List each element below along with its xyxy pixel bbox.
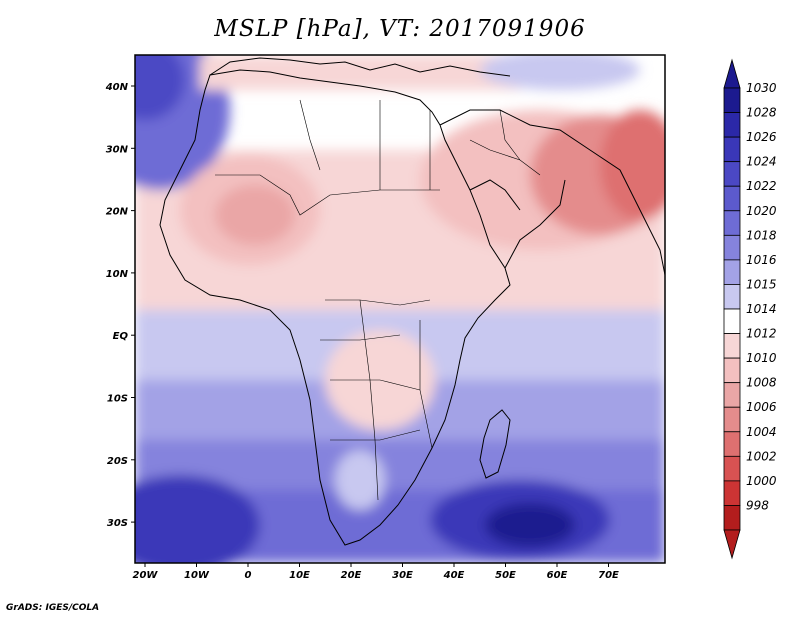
colorbar-swatch: [723, 185, 741, 212]
pressure-st-helena-high: [135, 475, 260, 563]
lon-tick-label: 60E: [547, 570, 568, 581]
longitude-axis: 20W 10W 0 10E 20E 30E 40E 50E 60E 70E: [133, 563, 619, 581]
lat-tick-label: 30N: [106, 144, 129, 155]
border-meridional: [359, 299, 433, 501]
border-middle-east: [469, 109, 541, 176]
colorbar-swatch: [723, 112, 741, 138]
lat-tick-label: 10S: [107, 394, 128, 405]
pressure-mediterranean: [200, 55, 520, 90]
colorbar-label: 1002: [746, 449, 777, 463]
pressure-kalahari: [335, 450, 385, 510]
colorbar-label: 1022: [746, 179, 777, 193]
colorbar-label: 1018: [746, 228, 777, 242]
lon-tick-label: 20E: [341, 570, 362, 581]
lon-tick-label: 20W: [133, 570, 159, 581]
lat-tick-label: 30S: [107, 518, 128, 529]
lat-tick-label: 40N: [105, 82, 129, 93]
colorbar-swatch: [723, 333, 741, 359]
colorbar-swatch: [723, 455, 741, 482]
lat-tick-label: EQ: [113, 331, 129, 342]
pressure-atlantic-high-core: [135, 55, 185, 120]
colorbar-label: 1016: [746, 253, 777, 267]
colorbar-label: 1024: [746, 155, 777, 169]
pressure-caspian-high: [480, 55, 640, 90]
colorbar-label: 1004: [746, 425, 777, 439]
colorbar-label: 1000: [746, 474, 777, 488]
asia-coast: [439, 109, 665, 276]
colorbar-swatch: [723, 161, 741, 187]
border-central-southern: [320, 299, 431, 441]
colorbar-swatch: [723, 505, 741, 531]
pressure-mascarene-high-core: [485, 503, 575, 547]
colorbar-swatch: [723, 234, 741, 261]
colorbar-label: 1006: [746, 400, 777, 414]
colorbar-swatch: [723, 480, 741, 506]
grads-credit: GrADS: IGES/COLA: [6, 603, 100, 613]
lon-tick-label: 30E: [392, 570, 413, 581]
pressure-monsoon-low-core: [600, 110, 665, 220]
border-north-africa: [299, 99, 431, 190]
colorbar-swatch: [723, 284, 741, 310]
map-title: MSLP [hPa], VT: 2017091906: [214, 16, 586, 42]
colorbar-label: 1015: [746, 277, 777, 291]
colorbar-label: 1008: [746, 376, 777, 390]
colorbar-label: 1026: [746, 130, 777, 144]
colorbar-swatch: [723, 357, 741, 384]
colorbar-label: 998: [746, 498, 769, 512]
colorbar-label: 1028: [746, 106, 777, 120]
colorbar-swatch: [723, 308, 741, 334]
colorbar-swatch: [723, 87, 741, 113]
colorbar-label: 1030: [746, 81, 777, 95]
colorbar: 1030 1028 1026 1024 1022 1020 1018 1016 1015 1014…: [723, 58, 777, 560]
colorbar-label: 1010: [746, 351, 777, 365]
colorbar-max-arrow: [723, 58, 741, 89]
pressure-sahara-low-core: [215, 185, 295, 245]
colorbar-label: 1020: [746, 204, 777, 218]
europe-coast: [209, 57, 511, 77]
colorbar-label: 1014: [746, 302, 777, 316]
plot-frame: [134, 54, 666, 564]
colorbar-min-arrow: [723, 529, 741, 560]
colorbar-swatch: [723, 259, 741, 285]
lon-tick-label: 10E: [289, 570, 310, 581]
lon-tick-label: 40E: [443, 570, 465, 581]
colorbar-swatch: [723, 210, 741, 236]
lat-tick-label: 10N: [106, 269, 129, 280]
pressure-field: [135, 55, 665, 563]
pressure-sh-band-3: [135, 440, 665, 490]
colorbar-swatch: [723, 406, 741, 433]
country-borders: [215, 99, 541, 501]
lon-tick-label: 0: [245, 570, 252, 581]
lon-tick-label: 50E: [495, 570, 516, 581]
colorbar-label: 1012: [746, 327, 777, 341]
lon-tick-label: 70E: [598, 570, 619, 581]
colorbar-swatch: [723, 136, 741, 163]
colorbar-swatch: [723, 431, 741, 457]
lat-tick-label: 20S: [107, 456, 128, 467]
colorbar-swatch: [723, 382, 741, 408]
madagascar-coast: [479, 409, 511, 479]
latitude-axis: 40N 30N 20N 10N EQ 10S 20S 30S: [105, 82, 135, 529]
lat-tick-label: 20N: [106, 207, 129, 218]
lon-tick-label: 10W: [184, 570, 210, 581]
